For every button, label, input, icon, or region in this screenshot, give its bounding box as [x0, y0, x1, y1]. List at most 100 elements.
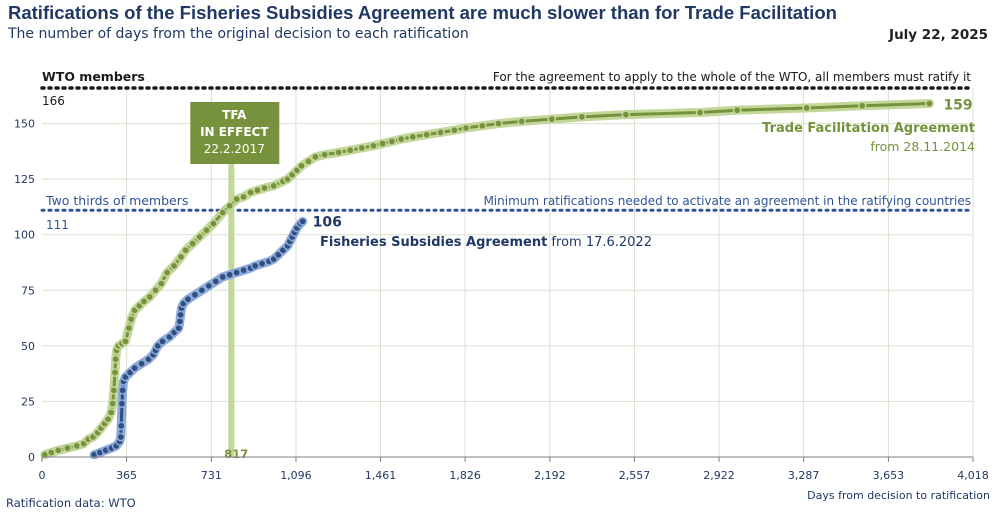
chart-subtitle: The number of days from the original dec… — [8, 26, 469, 42]
series-labels: 159 Trade Facilitation Agreement from 28.1… — [313, 98, 975, 250]
data-point — [387, 136, 397, 146]
data-point — [260, 183, 269, 193]
data-point — [110, 368, 120, 377]
data-point — [857, 101, 867, 111]
data-point — [63, 443, 72, 453]
x-tick-label: 2,192 — [534, 469, 566, 482]
data-point — [116, 432, 126, 442]
data-point — [408, 132, 418, 142]
x-tick-label: 2,557 — [619, 469, 651, 482]
data-point — [695, 108, 705, 117]
reference-label: WTO members — [42, 69, 145, 84]
y-tick-label: 50 — [21, 340, 35, 353]
data-point — [577, 112, 587, 122]
axes: 0 25 50 75 100 125 150 0 365 731 1,096 1,461 1,826 2,… — [14, 118, 990, 502]
data-point — [53, 445, 63, 455]
data-point — [126, 314, 136, 324]
y-tick-label: 100 — [14, 229, 35, 242]
fish-series-name: Fisheries Subsidies Agreement — [320, 235, 547, 250]
data-point — [298, 217, 308, 226]
x-tick-label: 0 — [39, 469, 46, 482]
data-point — [211, 277, 221, 286]
data-point — [195, 232, 204, 242]
data-point — [188, 239, 197, 248]
tfa-series-name: Trade Facilitation Agreement — [762, 121, 975, 136]
event-label-line: TFA — [222, 108, 247, 122]
data-point — [802, 103, 811, 113]
event-label-line: 22.2.2017 — [204, 142, 265, 156]
y-tick-label: 75 — [21, 284, 35, 297]
data-point — [232, 194, 241, 204]
data-point — [246, 188, 255, 197]
chart-title: Ratifications of the Fisheries Subsidies… — [8, 2, 837, 23]
data-point — [139, 297, 149, 306]
source-note: Ratification data: WTO — [6, 496, 136, 510]
data-point — [297, 161, 306, 171]
reference-value: 166 — [42, 94, 65, 108]
data-point — [250, 261, 260, 271]
data-point — [162, 268, 172, 277]
reference-note: Minimum ratifications needed to activate… — [483, 194, 971, 208]
data-point — [357, 143, 367, 153]
data-point — [181, 245, 191, 255]
series-line — [43, 102, 931, 457]
data-point — [304, 157, 313, 166]
fish-series-label: Fisheries Subsidies Agreement from 17.6.… — [320, 235, 652, 250]
tfa-end-value: 159 — [943, 98, 972, 114]
tfa-start-label: from 28.11.2014 — [870, 139, 975, 154]
fish-end-value: 106 — [313, 214, 342, 230]
reference-label: Two thirds of members — [45, 193, 188, 208]
series-halo — [40, 99, 934, 460]
x-axis-label: Days from decision to ratification — [807, 489, 990, 502]
data-point — [396, 134, 406, 144]
data-point — [218, 272, 228, 282]
data-point — [145, 292, 155, 302]
data-point — [151, 285, 160, 295]
data-point — [176, 252, 186, 262]
x-tick-label: 4,018 — [957, 469, 989, 482]
data-point — [190, 290, 200, 300]
x-tick-label: 2,922 — [703, 469, 735, 482]
data-point — [517, 116, 526, 126]
data-point — [450, 125, 459, 135]
reference-value: 111 — [46, 218, 69, 232]
x-tick-label: 1,096 — [280, 469, 312, 482]
data-point — [108, 399, 118, 409]
data-point — [239, 265, 248, 275]
event-label-box — [190, 102, 280, 164]
data-point — [269, 181, 279, 191]
data-point — [130, 363, 140, 373]
data-point — [925, 99, 934, 108]
data-point — [225, 270, 235, 280]
y-tick-label: 25 — [21, 395, 35, 408]
data-point — [311, 152, 320, 162]
data-point — [118, 385, 127, 395]
x-tick-label: 365 — [116, 469, 137, 482]
data-point — [137, 359, 146, 368]
data-point — [124, 323, 134, 333]
reference-lines: WTO members 166 For the agreement to apply… — [40, 69, 975, 232]
data-point — [253, 185, 262, 195]
fish-start-label: from 17.6.2022 — [547, 235, 652, 250]
data-point — [156, 279, 166, 288]
data-point — [183, 294, 193, 304]
event-x-label: 817 — [224, 447, 248, 461]
data-point — [158, 337, 167, 346]
reference-note: For the agreement to apply to the whole … — [493, 70, 971, 84]
data-point — [117, 399, 127, 409]
data-point — [232, 268, 241, 277]
data-point — [494, 119, 503, 128]
data-point — [72, 441, 82, 451]
data-point — [116, 421, 126, 431]
data-point — [111, 354, 121, 364]
y-tick-label: 0 — [28, 451, 35, 464]
data-point — [368, 141, 378, 151]
data-point — [204, 281, 214, 291]
gridlines — [42, 88, 974, 457]
data-point — [209, 219, 218, 228]
data-point — [436, 128, 445, 137]
data-point — [239, 192, 248, 202]
x-tick-label: 1,826 — [449, 469, 481, 482]
y-tick-label: 150 — [14, 118, 35, 131]
